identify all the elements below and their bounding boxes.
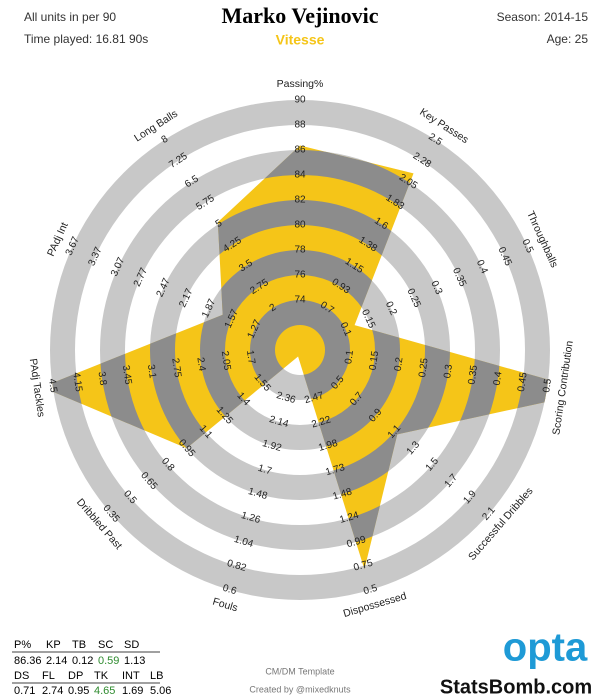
tick-label: 1.7: [257, 463, 274, 478]
chart-title: Marko Vejinovic: [221, 3, 378, 28]
table-value: 2.74: [42, 685, 63, 697]
tick-label: 0.5: [362, 583, 379, 598]
tick-label: 4.5: [46, 378, 59, 394]
tick-label: 2.47: [303, 390, 325, 406]
tick-label: 2.4: [194, 357, 207, 373]
tick-label: 0.75: [352, 558, 374, 574]
tick-label: 0.4: [474, 258, 490, 276]
table-header: P%: [14, 639, 31, 651]
tick-label: 88: [294, 120, 306, 131]
tick-label: 0.45: [516, 371, 530, 392]
table-value: 0.95: [68, 685, 89, 697]
axis-label: PAdj Tackles: [27, 358, 47, 418]
table-value: 0.12: [72, 655, 93, 667]
axis-label: Scoring Contribution: [550, 340, 575, 436]
overlap-rings: [50, 145, 550, 570]
table-header: LB: [150, 670, 163, 682]
tick-label: 84: [294, 170, 306, 181]
table-value: 1.69: [122, 685, 143, 697]
brand-site: StatsBomb.com: [440, 676, 592, 698]
tick-label: 0.6: [221, 583, 238, 598]
tick-label: 1.92: [261, 438, 283, 454]
tick-label: 3.8: [95, 371, 108, 387]
table-header: INT: [122, 670, 140, 682]
tick-label: 0.5: [541, 378, 554, 394]
tick-label: 2: [268, 302, 279, 314]
ring-overlap: [250, 300, 350, 400]
tick-label: 0.1: [343, 349, 356, 365]
table-value: 2.14: [46, 655, 67, 667]
radar-layer: [50, 145, 550, 570]
note: Season: 2014-15: [497, 10, 589, 24]
note: All units in per 90: [24, 10, 116, 24]
tick-label: 2.75: [169, 357, 183, 378]
subtitle: Vitesse: [276, 32, 325, 48]
tick-label: 1.24: [338, 510, 360, 526]
tick-label: 3.1: [145, 364, 158, 380]
table-value: 86.36: [14, 655, 42, 667]
table-header: SC: [98, 639, 113, 651]
table-header: DS: [14, 670, 29, 682]
table-value: 4.65: [94, 685, 115, 697]
table-header: FL: [42, 670, 55, 682]
footer: CM/DM Template: [265, 666, 334, 676]
tick-label: 1.48: [332, 486, 354, 502]
tick-label: 0.3: [442, 363, 455, 379]
table-value: 0.71: [14, 685, 35, 697]
axis-label: Fouls: [211, 596, 239, 615]
tick-label: 0.4: [492, 370, 505, 386]
tick-label: 5: [214, 218, 225, 230]
table-header: SD: [124, 639, 139, 651]
tick-label: 2.05: [219, 350, 233, 371]
tick-label: 1.98: [317, 438, 339, 454]
tick-label: 4.15: [70, 372, 84, 393]
tick-label: 0.3: [428, 279, 444, 297]
tick-label: 0.99: [346, 534, 368, 550]
tick-label: 2.36: [275, 390, 297, 406]
table-value: 0.59: [98, 655, 119, 667]
tick-label: 2.14: [268, 414, 290, 430]
table-header: DP: [68, 670, 83, 682]
tick-label: 1.73: [324, 462, 346, 478]
footer: Created by @mixedknuts: [249, 684, 351, 694]
radar-area: [50, 145, 550, 570]
tick-label: 76: [294, 270, 306, 281]
tick-label: 0.5: [519, 238, 535, 256]
note: Age: 25: [547, 32, 589, 46]
tick-label: 1.48: [247, 486, 269, 502]
tick-label: 1.04: [233, 534, 255, 550]
tick-label: 0.2: [393, 356, 406, 372]
note: Time played: 16.81 90s: [24, 32, 148, 46]
tick-label: 78: [294, 245, 306, 256]
axis-label: Passing%: [277, 78, 324, 90]
tick-label: 74: [294, 295, 306, 306]
tick-label: 0.2: [383, 300, 399, 318]
tick-label: 0.1: [337, 321, 353, 339]
tick-label: 1.7: [244, 349, 257, 365]
brand-logo: opta: [503, 626, 588, 670]
tick-label: 82: [294, 195, 306, 206]
tick-label: 1.26: [240, 510, 262, 526]
table-header: TB: [72, 639, 86, 651]
tick-label: 0.25: [417, 357, 431, 378]
tick-label: 2.22: [310, 414, 332, 430]
tick-label: 8: [160, 133, 171, 145]
table-value: 5.06: [150, 685, 171, 697]
table-header: KP: [46, 639, 61, 651]
tick-label: 90: [294, 95, 306, 106]
table-header: TK: [94, 670, 109, 682]
tick-label: 86: [294, 145, 306, 156]
tick-label: 80: [294, 220, 306, 231]
tick-label: 0.15: [368, 350, 382, 371]
tick-label: 0.82: [226, 558, 248, 574]
tick-label: 3.45: [120, 365, 134, 386]
table-value: 1.13: [124, 655, 145, 667]
tick-label: 0.35: [467, 364, 481, 385]
